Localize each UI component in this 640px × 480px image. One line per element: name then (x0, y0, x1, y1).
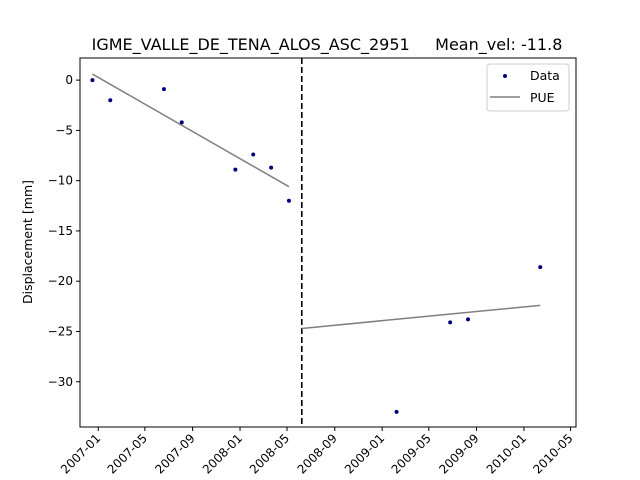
y-tick-label: 0 (65, 73, 73, 87)
y-tick-label: −15 (48, 224, 73, 238)
pue-fit-line (92, 73, 290, 188)
y-axis-label: Displacement [mm] (20, 180, 35, 304)
data-point (448, 320, 453, 325)
y-tick-label: −20 (48, 274, 73, 288)
legend-label-data: Data (530, 68, 560, 83)
legend-data-marker (503, 74, 507, 78)
data-point (538, 265, 543, 270)
y-tick-label: −25 (48, 324, 73, 338)
pue-fit-line (301, 304, 541, 330)
data-point (269, 165, 274, 170)
legend-box (486, 63, 570, 112)
x-tick-label: 2010-05 (530, 431, 575, 476)
x-tick-label: 2009-05 (389, 431, 434, 476)
chart-title: IGME_VALLE_DE_TENA_ALOS_ASC_2951 Mean_ve… (92, 35, 563, 55)
x-tick-label: 2008-09 (295, 431, 340, 476)
y-tick-label: −5 (55, 123, 73, 137)
plot-frame (79, 57, 577, 428)
legend-label-pue: PUE (530, 90, 555, 105)
data-point (233, 167, 238, 172)
y-tick-label: −10 (48, 174, 73, 188)
data-point (394, 409, 399, 414)
data-point (108, 98, 113, 103)
x-tick-label: 2009-01 (342, 431, 387, 476)
y-tick-label: −30 (48, 375, 73, 389)
data-point (90, 78, 95, 83)
x-tick-label: 2007-09 (152, 431, 197, 476)
data-point (251, 152, 256, 157)
x-tick-label: 2010-01 (484, 431, 529, 476)
data-point (286, 198, 291, 203)
x-tick-label: 2008-01 (200, 431, 245, 476)
data-point (161, 87, 166, 92)
x-tick-label: 2009-09 (436, 431, 481, 476)
data-point (179, 120, 184, 125)
data-point (466, 317, 471, 322)
x-tick-label: 2008-05 (247, 431, 292, 476)
x-tick-label: 2007-05 (105, 431, 150, 476)
legend: Data PUE (486, 63, 570, 112)
x-tick-label: 2007-01 (58, 431, 103, 476)
